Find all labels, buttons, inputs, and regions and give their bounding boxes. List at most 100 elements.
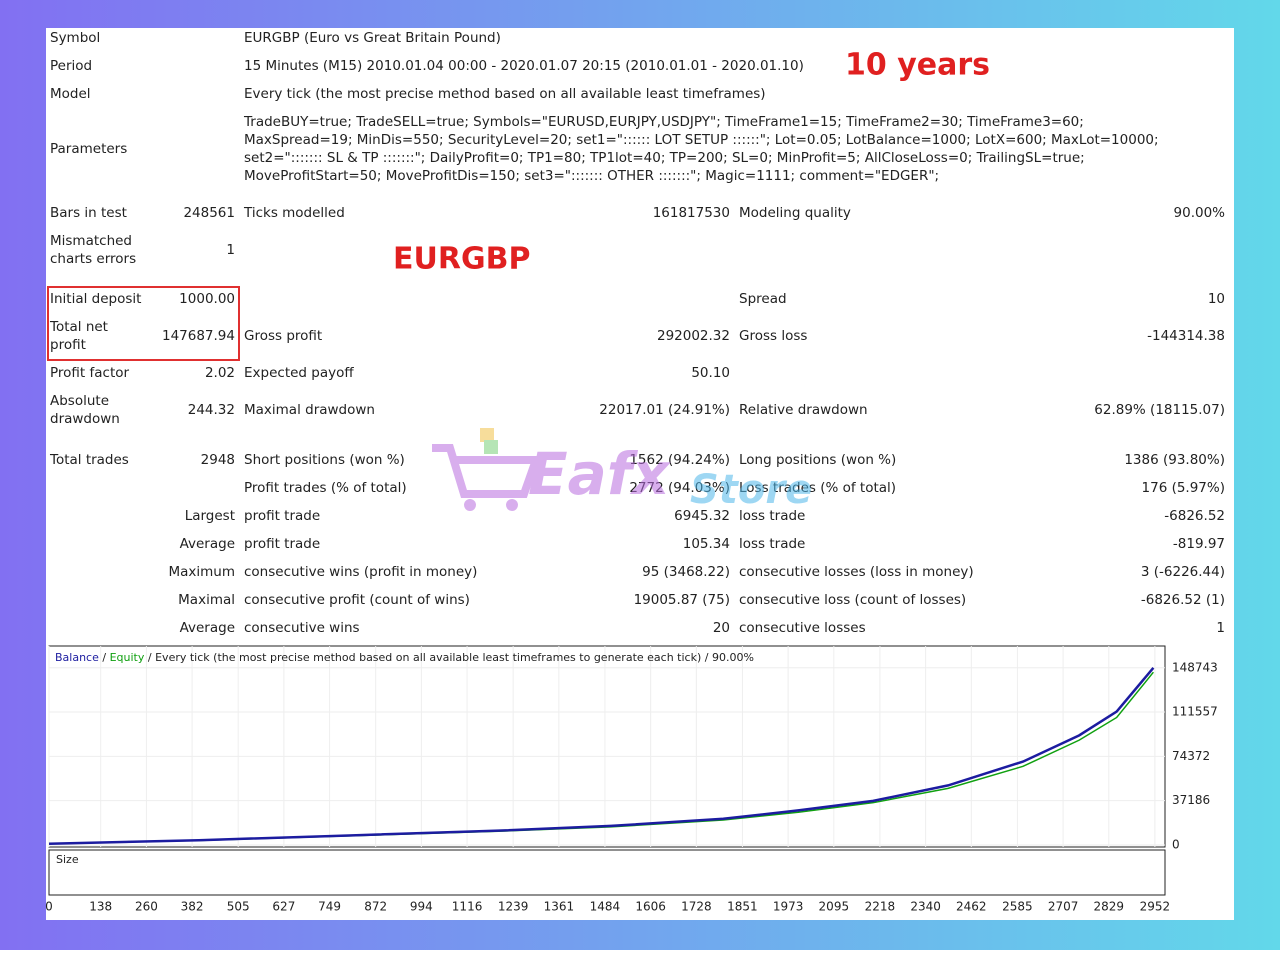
x-tick-label: 0 <box>45 900 53 914</box>
chart-frame <box>48 645 1166 848</box>
cell-text: Every tick (the most precise method base… <box>244 86 766 102</box>
cell-text: 292002.32 <box>657 328 730 344</box>
cell-text: 6945.32 <box>674 508 730 524</box>
cell-text: 1386 (93.80%) <box>1124 452 1225 468</box>
cell-text: profit trade <box>244 536 320 552</box>
cell-text: Short positions (won %) <box>244 452 405 468</box>
cell-text: Gross loss <box>739 328 807 344</box>
x-tick-label: 1484 <box>590 900 621 914</box>
x-tick-label: 1239 <box>498 900 529 914</box>
watermark: Eafx Store <box>432 428 812 513</box>
cell-text: 1 <box>226 242 235 258</box>
cell-text: Total trades <box>49 452 129 468</box>
cell-text: Profit factor <box>50 365 130 381</box>
cell-text: Modeling quality <box>739 205 851 221</box>
y-tick-label: 74372 <box>1172 749 1210 763</box>
x-tick-label: 260 <box>135 900 158 914</box>
x-tick-label: 2952 <box>1140 900 1171 914</box>
x-tick-label: 2340 <box>910 900 941 914</box>
cell-text: Model <box>50 86 91 102</box>
cell-text: consecutive wins <box>244 620 360 636</box>
cell-text: Symbol <box>50 30 100 46</box>
cell-text: loss trade <box>739 536 805 552</box>
size-label: Size <box>56 853 79 866</box>
cell-text: 20 <box>713 620 730 636</box>
cell-text: Period <box>50 58 92 74</box>
x-tick-label: 1606 <box>635 900 666 914</box>
size-frame <box>48 849 1166 896</box>
cart-wheel <box>506 499 518 511</box>
cart-wheel <box>464 499 476 511</box>
x-tick-label: 627 <box>272 900 295 914</box>
cell-text: 2.02 <box>205 365 235 381</box>
y-tick-label: 111557 <box>1172 705 1218 719</box>
x-tick-label: 749 <box>318 900 341 914</box>
x-tick-label: 1973 <box>773 900 804 914</box>
cell-text: 105.34 <box>683 536 730 552</box>
cell-text: Maximal drawdown <box>244 402 375 418</box>
cell-text: set2="::::::: SL & TP :::::::"; DailyPro… <box>244 150 1085 166</box>
x-tick-label: 1361 <box>544 900 575 914</box>
legend-entry: Balance <box>55 651 99 664</box>
cell-text: profit <box>50 337 86 353</box>
cell-text: 19005.87 (75) <box>634 592 730 608</box>
cell-text: Ticks modelled <box>243 205 345 221</box>
cell-text: 50.10 <box>691 365 730 381</box>
cell-text: Loss trades (% of total) <box>739 480 896 496</box>
cart-box <box>480 428 494 442</box>
cell-text: Long positions (won %) <box>739 452 896 468</box>
legend-note: Every tick (the most precise method base… <box>155 651 754 664</box>
cell-text: 147687.94 <box>162 328 235 344</box>
legend-separator: / <box>102 651 106 664</box>
period-note: 10 years <box>845 48 990 83</box>
cell-text: 90.00% <box>1174 205 1226 221</box>
y-tick-label: 37186 <box>1172 793 1210 807</box>
cell-text: Average <box>180 620 235 636</box>
cell-text: Average <box>180 536 235 552</box>
cell-text: consecutive loss (count of losses) <box>739 592 966 608</box>
legend-separator: / <box>148 651 152 664</box>
cell-text: Maximum <box>168 564 235 580</box>
legend: Balance / Equity / Every tick (the most … <box>55 651 754 664</box>
cell-text: Relative drawdown <box>739 402 868 418</box>
cell-text: loss trade <box>739 508 805 524</box>
cell-text: Mismatched <box>50 233 132 249</box>
cell-text: EURGBP (Euro vs Great Britain Pound) <box>244 30 501 46</box>
cell-text: drawdown <box>50 411 120 427</box>
y-tick-label: 148743 <box>1172 660 1218 674</box>
cell-text: -144314.38 <box>1147 328 1225 344</box>
cell-text: consecutive wins (profit in money) <box>244 564 477 580</box>
legend-entry: Equity <box>110 651 145 664</box>
x-tick-label: 2585 <box>1002 900 1033 914</box>
x-tick-label: 2829 <box>1094 900 1125 914</box>
x-tick-label: 2462 <box>956 900 987 914</box>
cell-text: 22017.01 (24.91%) <box>599 402 730 418</box>
symbol-note: EURGBP <box>393 242 530 277</box>
watermark-text: Store <box>690 467 812 513</box>
cell-text: Profit trades (% of total) <box>244 480 407 496</box>
cell-text: TradeBUY=true; TradeSELL=true; Symbols="… <box>243 114 1084 130</box>
x-tick-label: 2218 <box>865 900 896 914</box>
cell-text: Gross profit <box>244 328 322 344</box>
x-tick-label: 1116 <box>452 900 483 914</box>
cell-text: 176 (5.97%) <box>1142 480 1225 496</box>
x-tick-label: 382 <box>181 900 204 914</box>
y-tick-label: 0 <box>1172 837 1180 851</box>
cart-icon <box>432 444 542 498</box>
cell-text: 10 <box>1208 291 1225 307</box>
x-tick-label: 1851 <box>727 900 758 914</box>
cell-text: 15 Minutes (M15) 2010.01.04 00:00 - 2020… <box>244 58 804 74</box>
cell-text: MaxSpread=19; MinDis=550; SecurityLevel=… <box>244 132 1159 148</box>
cart-box <box>484 440 498 454</box>
cell-text: Expected payoff <box>244 365 354 381</box>
cell-text: Maximal <box>178 592 235 608</box>
cell-text: 2772 (94.03%) <box>629 480 730 496</box>
cell-text: -6826.52 (1) <box>1141 592 1225 608</box>
cell-text: Parameters <box>50 141 127 157</box>
cell-text: 62.89% (18115.07) <box>1094 402 1225 418</box>
cell-text: 1 <box>1216 620 1225 636</box>
cell-text: consecutive profit (count of wins) <box>244 592 470 608</box>
cell-text: 1000.00 <box>179 291 235 307</box>
cell-text: Initial deposit <box>50 291 141 307</box>
